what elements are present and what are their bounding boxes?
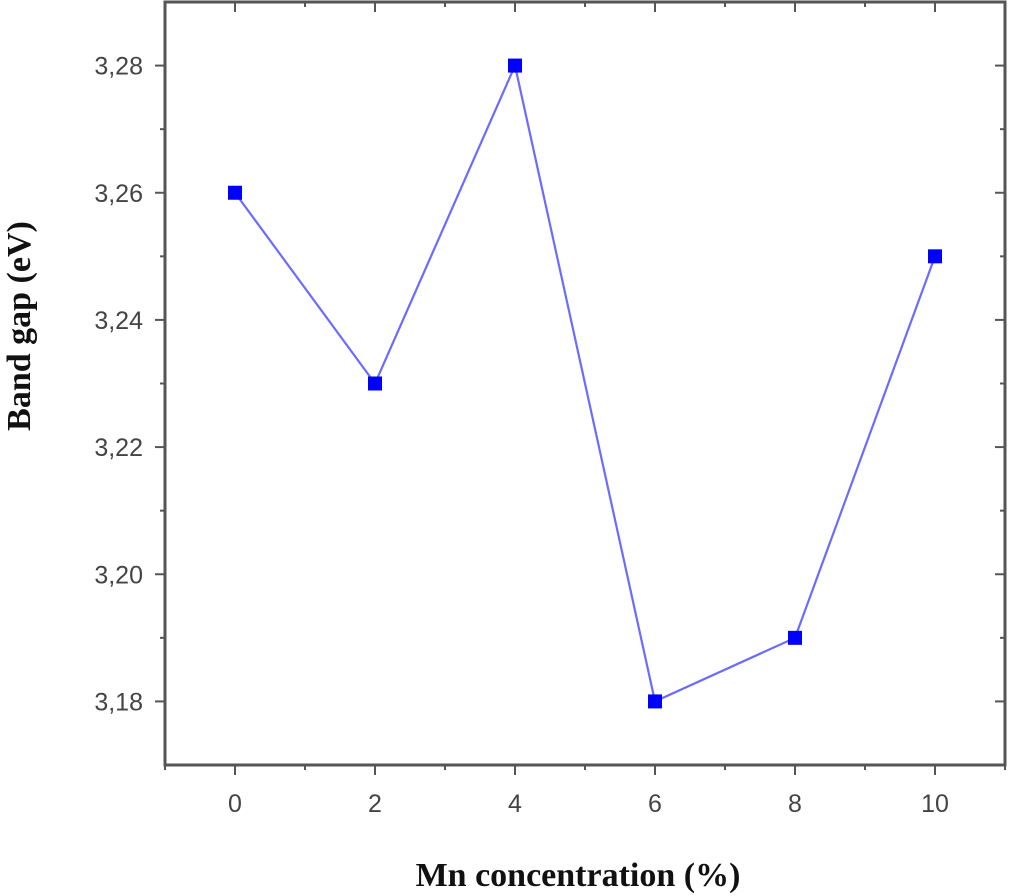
data-markers	[228, 58, 942, 709]
y-tick-label: 3,18	[94, 688, 143, 716]
x-tick-label: 10	[921, 790, 949, 818]
x-axis-ticks: 0 2 4 6 8 10	[164, 2, 1006, 818]
y-axis-title: Band gap (eV)	[1, 221, 38, 431]
data-point-marker	[788, 630, 802, 645]
x-tick-label: 0	[228, 790, 242, 818]
x-tick-label: 6	[648, 790, 662, 818]
y-tick-label: 3,26	[94, 180, 143, 208]
data-point-marker	[368, 376, 382, 391]
y-tick-label: 3,28	[94, 53, 143, 81]
data-point-marker	[508, 58, 522, 73]
y-tick-label: 3,24	[94, 307, 143, 335]
x-tick-label: 8	[788, 790, 802, 818]
x-tick-label: 4	[508, 790, 522, 818]
data-point-marker	[928, 249, 942, 264]
data-point-marker	[228, 185, 242, 200]
x-axis-title: Mn concentration (%)	[416, 857, 741, 894]
y-tick-label: 3,22	[94, 434, 143, 462]
x-tick-label: 2	[368, 790, 382, 818]
data-line	[234, 62, 937, 703]
data-point-marker	[648, 694, 662, 709]
y-axis-ticks: 3,18 3,20 3,22 3,24 3,26 3,28	[94, 53, 1005, 716]
y-tick-label: 3,20	[94, 561, 143, 589]
